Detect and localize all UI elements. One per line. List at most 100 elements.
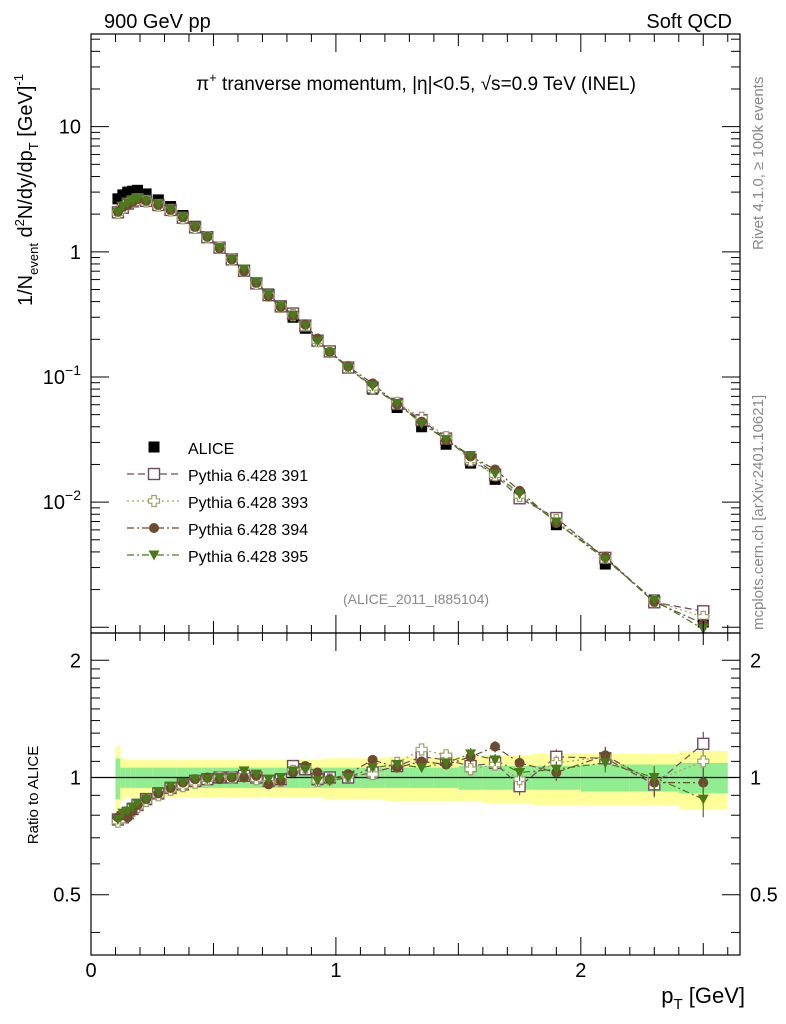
- ratio-point-395: [214, 772, 226, 783]
- point-395: [514, 489, 526, 500]
- ratio-point-395: [201, 774, 213, 785]
- point-395: [489, 469, 501, 480]
- ratio-point-394: [239, 772, 250, 783]
- ratio-point-395: [152, 787, 164, 798]
- y-tick-label: 10−2: [43, 487, 81, 514]
- point-395: [342, 363, 354, 374]
- y-tick-label: 10−1: [43, 362, 81, 389]
- ratio-point-395: [177, 778, 189, 789]
- point-395: [275, 301, 287, 312]
- point-395: [226, 254, 238, 265]
- ratio-y-tick-label: 1: [70, 767, 81, 789]
- point-395: [214, 243, 226, 254]
- rivet-version-label: Rivet 4.1.0, ≥ 100k events: [750, 77, 767, 250]
- ratio-point-395: [391, 759, 403, 770]
- analysis-label: (ALICE_2011_I885104): [343, 591, 489, 607]
- point-395: [140, 196, 152, 207]
- ratio-point-395: [127, 802, 139, 813]
- point-395: [416, 419, 428, 430]
- ratio-point-395: [189, 774, 201, 785]
- ratio-point-393: [697, 755, 710, 768]
- ratio-band-inner: [115, 758, 121, 800]
- ratio-point-394: [514, 757, 525, 768]
- ratio-point-395: [697, 794, 709, 805]
- ratio-plot-frame: [90, 632, 741, 956]
- ratio-point-395: [226, 772, 238, 783]
- legend-marker-391: [147, 467, 161, 481]
- point-395: [189, 222, 201, 233]
- main-plot-frame: [90, 33, 741, 634]
- ratio-y-tick-label-right: 2: [750, 650, 761, 672]
- ratio-y-tick-label: 2: [70, 650, 81, 672]
- ratio-y-tick-label: 0.5: [53, 885, 81, 907]
- point-395: [550, 517, 562, 528]
- ratio-point-395: [416, 763, 428, 774]
- ratio-point-391: [697, 737, 710, 751]
- ratio-point-394: [312, 767, 323, 778]
- legend-label-391: Pythia 6.428 391: [188, 468, 308, 485]
- point-395: [165, 204, 177, 215]
- legend-label-395: Pythia 6.428 395: [188, 549, 308, 566]
- ratio-point-395: [342, 772, 354, 783]
- ratio-series-points: [111, 731, 710, 828]
- ratio-point-395: [140, 794, 152, 805]
- ratio-point-393: [366, 768, 379, 781]
- ratio-y-axis-label: Ratio to ALICE: [25, 746, 42, 844]
- x-axis-label: pT [GeV]: [661, 983, 745, 1013]
- y-tick-label: 10: [59, 117, 81, 139]
- legend-marker-393: [147, 494, 161, 508]
- legend-marker-395: [148, 550, 160, 561]
- point-395: [287, 310, 299, 321]
- ratio-point-395: [250, 769, 262, 780]
- ratio-point-395: [275, 772, 287, 783]
- chart-title: π+ tranverse momentum, |η|<0.5, √s=0.9 T…: [196, 70, 636, 95]
- x-tick-label: 1: [330, 960, 341, 982]
- y-axis-label: 1/Nevent d2N/dy/dpT [GeV]-1: [11, 74, 41, 306]
- header-energy: 900 GeV pp: [104, 11, 211, 33]
- point-395: [324, 348, 336, 359]
- legend-marker-alice: [148, 441, 160, 453]
- ratio-point-393: [464, 763, 477, 776]
- legend-label-alice: ALICE: [188, 441, 234, 458]
- ratio-point-395: [238, 766, 250, 777]
- ratio-point-394: [490, 741, 501, 752]
- point-395: [250, 277, 262, 288]
- legend-marker-394: [149, 523, 159, 533]
- ratio-y-tick-label-right: 0.5: [750, 885, 778, 907]
- point-395: [465, 451, 477, 462]
- alice-point: [140, 188, 152, 200]
- legend-label-393: Pythia 6.428 393: [188, 495, 308, 512]
- mcplots-label: mcplots.cern.ch [arXiv:2401.10621]: [750, 395, 767, 630]
- ratio-point-395: [440, 758, 452, 769]
- point-395: [152, 199, 164, 210]
- point-395: [201, 232, 213, 243]
- legend-label-394: Pythia 6.428 394: [188, 522, 308, 539]
- ratio-point-395: [465, 749, 477, 760]
- point-395: [238, 264, 250, 275]
- ratio-point-395: [599, 758, 611, 769]
- ratio-point-395: [489, 755, 501, 766]
- point-395: [648, 595, 660, 606]
- main-series-points: [111, 184, 710, 635]
- point-395: [299, 321, 311, 332]
- ratio-point-395: [514, 767, 526, 778]
- legend: ALICE Pythia 6.428 391 Pythia 6.428 393 …: [127, 441, 308, 566]
- ratio-point-395: [550, 764, 562, 775]
- point-395: [263, 290, 275, 301]
- point-395: [312, 336, 324, 347]
- ratio-point-395: [287, 766, 299, 777]
- x-tick-label: 2: [575, 960, 586, 982]
- header-category: Soft QCD: [646, 11, 732, 33]
- ratio-point-394: [367, 754, 378, 765]
- ratio-point-395: [299, 764, 311, 775]
- ratio-point-395: [165, 781, 177, 792]
- y-tick-label: 1: [70, 242, 81, 264]
- ratio-point-395: [367, 763, 379, 774]
- point-395: [112, 207, 124, 218]
- axes: 0 1 2 10−2 10−1 1 10 0.5 0.5 1 1 2 2: [43, 34, 778, 982]
- point-395: [440, 435, 452, 446]
- point-395: [177, 212, 189, 223]
- ratio-y-tick-label-right: 1: [750, 767, 761, 789]
- ratio-point-395: [112, 814, 124, 825]
